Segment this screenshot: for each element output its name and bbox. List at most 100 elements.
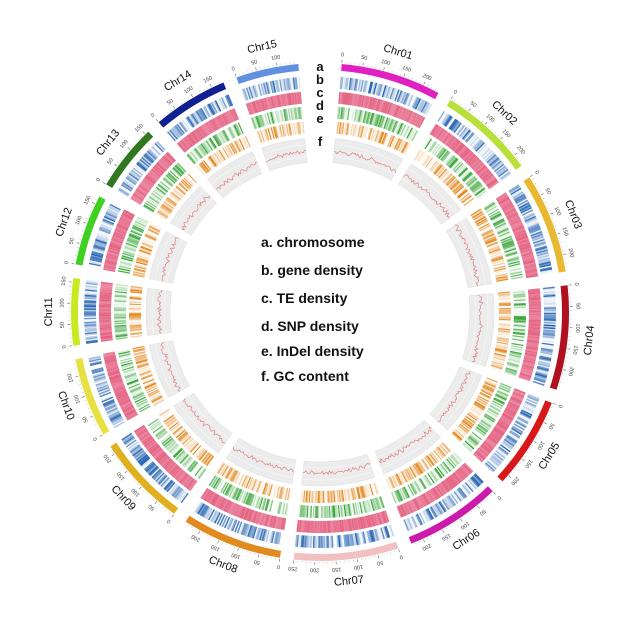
density-bin: [177, 162, 187, 173]
gc-gridline: [175, 190, 205, 227]
density-bin: [338, 504, 342, 518]
density-bin: [239, 522, 245, 535]
density-bin: [175, 429, 186, 439]
density-bin: [148, 390, 160, 398]
density-bin: [284, 124, 289, 137]
density-bin: [481, 229, 493, 236]
density-bin: [182, 456, 192, 467]
density-bin: [433, 145, 443, 156]
chromosome-band: [293, 541, 399, 562]
density-bin: [286, 123, 291, 136]
density-bin: [428, 141, 437, 152]
density-bin: [251, 85, 257, 98]
density-bin: [477, 448, 488, 458]
density-bin: [171, 127, 181, 139]
density-bin: [349, 108, 353, 121]
density-bin: [234, 520, 240, 533]
density-bin: [239, 138, 246, 150]
density-bin: [250, 101, 256, 114]
density-bin: [168, 130, 178, 141]
density-bin: [180, 180, 191, 190]
density-bin: [175, 450, 185, 460]
density-bin: [208, 138, 217, 149]
density-bin: [91, 251, 104, 257]
density-bin: [377, 496, 383, 509]
density-bin: [537, 254, 550, 260]
density-bin: [93, 375, 106, 381]
density-bin: [346, 488, 350, 501]
density-bin: [208, 120, 216, 132]
density-bin: [385, 134, 391, 146]
density-bin: [105, 212, 118, 219]
density-bin: [227, 468, 235, 480]
density-bin: [513, 326, 526, 329]
tick-label: 50: [148, 503, 157, 512]
density-bin: [483, 233, 495, 240]
density-bin: [498, 321, 511, 324]
density-bin: [528, 330, 541, 334]
density-bin: [206, 455, 215, 467]
density-bin: [269, 530, 274, 543]
density-bin: [478, 393, 491, 401]
density-bin: [169, 484, 179, 495]
density-bin: [371, 129, 377, 141]
density-bin: [129, 443, 140, 452]
density-bin: [466, 154, 477, 165]
density-bin: [135, 262, 148, 267]
density-bin: [235, 123, 242, 135]
density-bin: [142, 436, 154, 446]
tick-label: 0: [533, 170, 540, 176]
density-bin: [396, 90, 403, 103]
density-bin: [386, 118, 392, 131]
density-bin: [493, 263, 506, 268]
density-bin: [135, 397, 147, 404]
density-bin: [221, 465, 229, 477]
density-bin: [498, 300, 511, 303]
density-bin: [362, 111, 367, 124]
density-bin: [498, 329, 511, 332]
density-bin: [169, 464, 179, 475]
density-bin: [469, 157, 480, 167]
density-bin: [535, 370, 548, 376]
density-bin: [98, 229, 111, 236]
density-bin: [409, 466, 418, 478]
density-bin: [136, 361, 149, 367]
density-bin: [160, 158, 171, 168]
density-bin: [492, 429, 503, 438]
density-bin: [186, 478, 195, 489]
density-bin: [99, 296, 112, 300]
density-bin: [333, 490, 336, 503]
density-bin: [454, 470, 464, 481]
density-bin: [142, 459, 153, 470]
density-bin: [206, 491, 214, 503]
density-bin: [113, 311, 126, 313]
density-bin: [466, 480, 476, 491]
density-bin: [443, 479, 452, 491]
density-bin: [484, 462, 495, 472]
density-bin: [84, 330, 97, 333]
density-bin: [107, 208, 119, 216]
density-bin: [129, 316, 142, 318]
density-bin: [136, 257, 149, 262]
density-bin: [493, 355, 506, 361]
minor-tick: [536, 437, 538, 439]
density-bin: [297, 534, 301, 548]
density-bin: [260, 98, 266, 111]
density-bin: [542, 336, 555, 339]
density-bin: [301, 505, 305, 518]
density-bin: [271, 80, 275, 93]
density-bin: [172, 426, 183, 435]
density-bin: [412, 481, 420, 494]
density-bin: [403, 519, 410, 532]
track-d: [146, 416, 207, 479]
density-bin: [369, 112, 374, 125]
density-bin: [385, 525, 391, 538]
density-bin: [173, 126, 183, 137]
density-bin: [404, 518, 411, 531]
minor-tick: [434, 88, 437, 91]
minor-tick: [542, 426, 544, 428]
density-bin: [124, 373, 137, 379]
minor-tick: [454, 99, 456, 102]
density-bin: [346, 534, 350, 547]
density-bin: [430, 451, 440, 463]
